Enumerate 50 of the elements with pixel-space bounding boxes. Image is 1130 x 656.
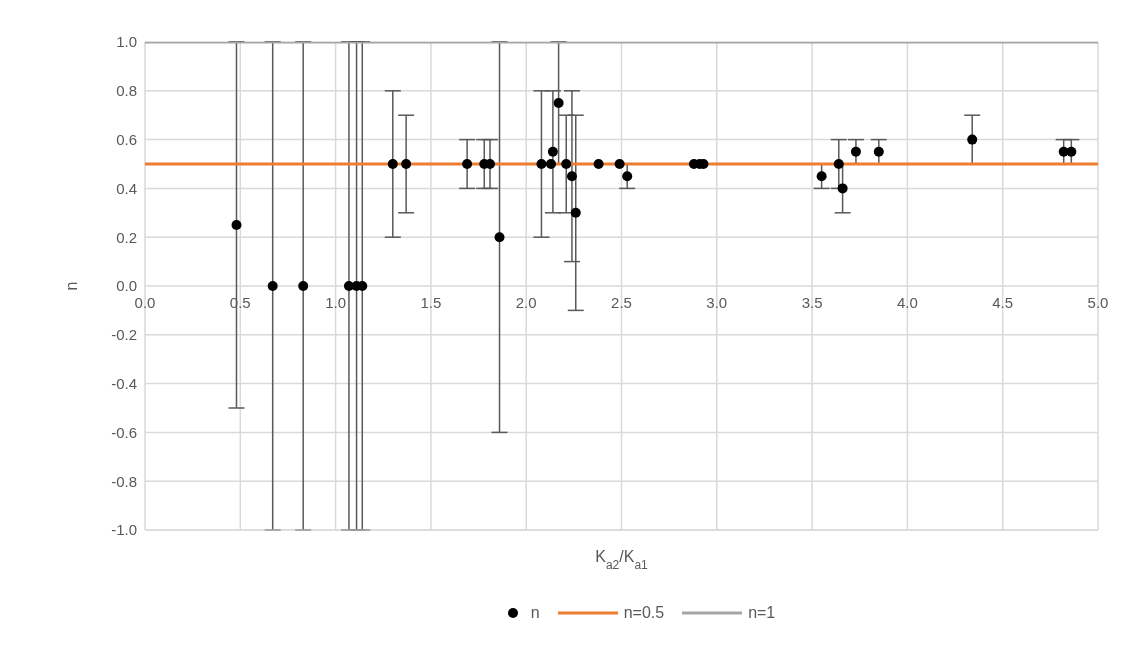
y-tick-label: -0.4 [111,374,137,392]
point [494,232,505,243]
point [387,159,398,169]
point [570,207,581,218]
y-axis-title: n [63,281,81,291]
x-tick-label: 4.5 [992,294,1014,311]
point [401,159,412,169]
legend-label: n=1 [748,604,776,622]
point [566,171,577,182]
point [816,171,827,182]
x-tick-label: 3.5 [801,294,823,311]
point [622,171,633,182]
x-tick-label: 4.0 [896,294,918,311]
x-tick-label: 1.0 [325,294,347,311]
point [1066,146,1077,157]
y-tick-label: 0.8 [116,82,137,100]
legend-label: n=0.5 [623,604,665,622]
point [850,146,861,157]
point [967,134,978,145]
point [561,159,572,169]
point [837,183,848,194]
y-tick-label: -0.6 [111,423,137,441]
y-tick-label: -0.2 [111,326,137,344]
y-tick-label: 0.0 [116,277,137,295]
x-tick-label: 1.5 [420,294,442,311]
point [536,159,547,169]
x-axis-title: K$_{a2}$/K$_{a1}$ [595,548,649,572]
y-tick-label: 0.6 [116,130,137,148]
point [462,159,473,169]
y-tick-label: -0.8 [111,472,137,490]
x-tick-label: 3.0 [706,294,728,311]
point [547,146,558,157]
point [553,98,564,108]
point [298,281,309,291]
point [833,159,844,169]
point [267,281,278,291]
point [545,159,556,169]
y-tick-label: 1.0 [116,33,137,51]
legend-label: n [530,604,540,622]
point [614,159,625,169]
y-tick-label: -1.0 [111,521,137,539]
x-tick-label: 5.0 [1087,294,1109,311]
point [231,220,242,230]
y-tick-label: 0.2 [116,228,137,246]
point [593,159,604,169]
x-tick-label: 0.0 [134,294,156,311]
x-tick-label: 2.5 [611,294,632,311]
y-tick-label: 0.4 [116,179,137,197]
point [873,146,884,157]
x-tick-label: 2.0 [515,294,537,311]
